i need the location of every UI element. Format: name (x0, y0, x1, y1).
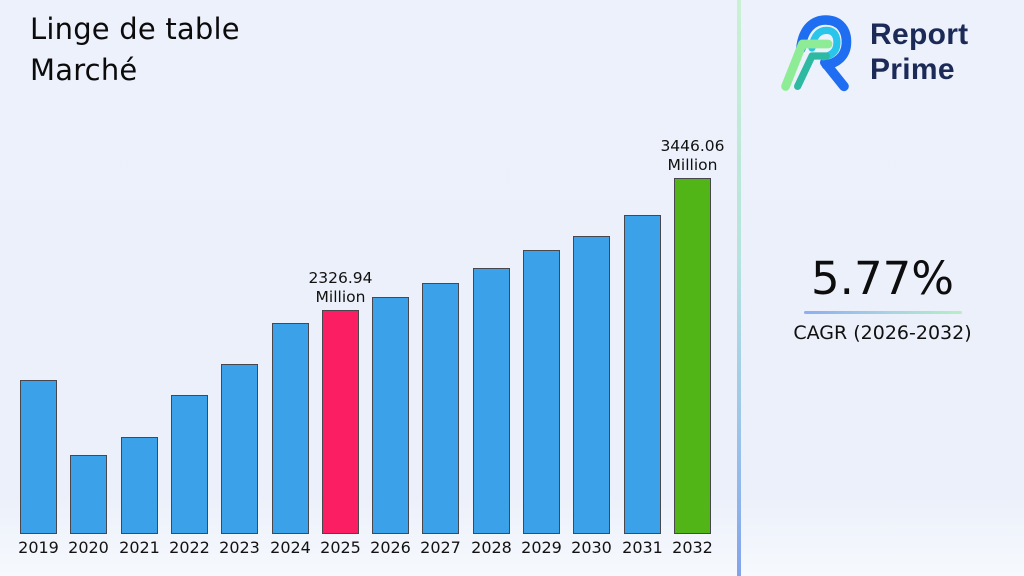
bar-2021 (121, 437, 158, 534)
logo-text-line2: Prime (870, 53, 955, 86)
cagr-underline (803, 311, 962, 314)
bar-2029 (523, 250, 560, 534)
x-tick-2021: 2021 (119, 538, 160, 557)
x-tick-2024: 2024 (270, 538, 311, 557)
cagr-block: 5.77% CAGR (2026-2032) (741, 252, 1024, 344)
x-tick-2032: 2032 (672, 538, 713, 557)
x-tick-2027: 2027 (420, 538, 461, 557)
x-tick-2022: 2022 (169, 538, 210, 557)
x-tick-2030: 2030 (571, 538, 612, 557)
bar-2032 (674, 178, 711, 534)
bar-2031 (624, 215, 661, 534)
x-tick-2029: 2029 (521, 538, 562, 557)
bar-2026 (372, 297, 409, 534)
page-title-line2: Marché (30, 53, 138, 87)
bar-value-label-2025: 2326.94 Million (308, 269, 373, 306)
report-prime-logo-text: Report Prime (870, 17, 968, 87)
bar-2027 (422, 283, 459, 534)
divider-line (737, 0, 741, 576)
bar-value-label-2032: 3446.06 Million (660, 137, 725, 174)
x-tick-2019: 2019 (18, 538, 59, 557)
logo-text-line1: Report (870, 18, 969, 51)
x-tick-2025: 2025 (320, 538, 361, 557)
cagr-label: CAGR (2026-2032) (793, 322, 972, 344)
report-prime-logo-icon (781, 15, 852, 92)
bar-2025 (322, 310, 359, 534)
x-tick-2020: 2020 (68, 538, 109, 557)
bar-2024 (272, 323, 309, 534)
bar-2019 (20, 380, 57, 534)
x-tick-2031: 2031 (622, 538, 663, 557)
bar-2028 (473, 268, 510, 534)
x-tick-2026: 2026 (370, 538, 411, 557)
x-tick-2028: 2028 (471, 538, 512, 557)
right-panel: Report Prime 5.77% CAGR (2026-2032) (741, 0, 1024, 576)
page-title-line1: Linge de table (30, 12, 240, 46)
cagr-value: 5.77% (811, 252, 954, 305)
bar-2023 (221, 364, 258, 534)
page-title: Linge de table Marché (30, 9, 240, 91)
report-prime-logo: Report Prime (778, 12, 968, 92)
bar-2020 (70, 455, 107, 534)
x-axis-line (0, 534, 737, 536)
bar-2022 (171, 395, 208, 534)
bar-chart: 2019 2020 2021 2022 2023 2024 2025 2326.94 Milli… (0, 137, 737, 557)
bar-2030 (573, 236, 610, 534)
x-tick-2023: 2023 (219, 538, 260, 557)
